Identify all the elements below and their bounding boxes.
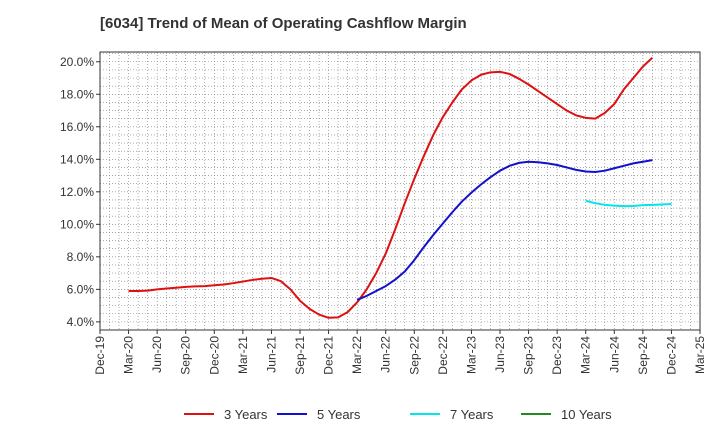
y-tick-label: 6.0% — [67, 282, 95, 296]
x-tick-label: Dec-22 — [436, 336, 450, 375]
y-tick-label: 4.0% — [67, 315, 95, 329]
x-tick-label: Mar-25 — [693, 336, 707, 374]
legend: 3 Years 5 Years 7 Years 10 Years — [184, 407, 612, 422]
x-tick-label: Jun-22 — [379, 336, 393, 373]
x-tick-label: Dec-24 — [664, 336, 678, 375]
x-tick-label: Sep-24 — [636, 336, 650, 375]
x-tick-label: Sep-22 — [407, 336, 421, 375]
y-tick-label: 10.0% — [60, 217, 94, 231]
x-tick-label: Jun-23 — [493, 336, 507, 373]
x-tick-label: Mar-23 — [464, 336, 478, 374]
chart-title: [6034] Trend of Mean of Operating Cashfl… — [100, 15, 467, 32]
x-tick-label: Sep-20 — [179, 336, 193, 375]
legend-label: 7 Years — [450, 407, 494, 422]
x-tick-label: Jun-24 — [607, 336, 621, 373]
x-tick-label: Mar-20 — [122, 336, 136, 374]
legend-label: 3 Years — [224, 407, 268, 422]
series-line — [585, 199, 672, 208]
y-tick-label: 20.0% — [60, 55, 94, 69]
x-tick-label: Dec-23 — [550, 336, 564, 375]
y-tick-label: 18.0% — [60, 87, 94, 101]
y-tick-label: 16.0% — [60, 120, 94, 134]
x-tick-label: Mar-24 — [579, 336, 593, 374]
x-tick-label: Dec-20 — [207, 336, 221, 375]
y-tick-label: 14.0% — [60, 152, 94, 166]
x-tick-label: Sep-21 — [293, 336, 307, 375]
series-line — [356, 159, 653, 301]
plot-frame — [99, 51, 701, 331]
x-tick-label: Mar-22 — [350, 336, 364, 374]
series-line — [128, 56, 654, 319]
x-tick-label: Dec-21 — [322, 336, 336, 375]
legend-label: 5 Years — [317, 407, 361, 422]
y-tick-label: 8.0% — [67, 250, 95, 264]
x-tick-label: Jun-21 — [264, 336, 278, 373]
x-tick-label: Dec-19 — [93, 336, 107, 375]
y-tick-label: 12.0% — [60, 185, 94, 199]
x-tick-label: Sep-23 — [522, 336, 536, 375]
plot-area: 4.0% 6.0% 8.0% 10.0% 12.0% 14.0% 16.0% 18.0% 20.… — [60, 51, 707, 375]
x-tick-label: Mar-21 — [236, 336, 250, 374]
legend-label: 10 Years — [561, 407, 612, 422]
x-tick-label: Jun-20 — [150, 336, 164, 373]
